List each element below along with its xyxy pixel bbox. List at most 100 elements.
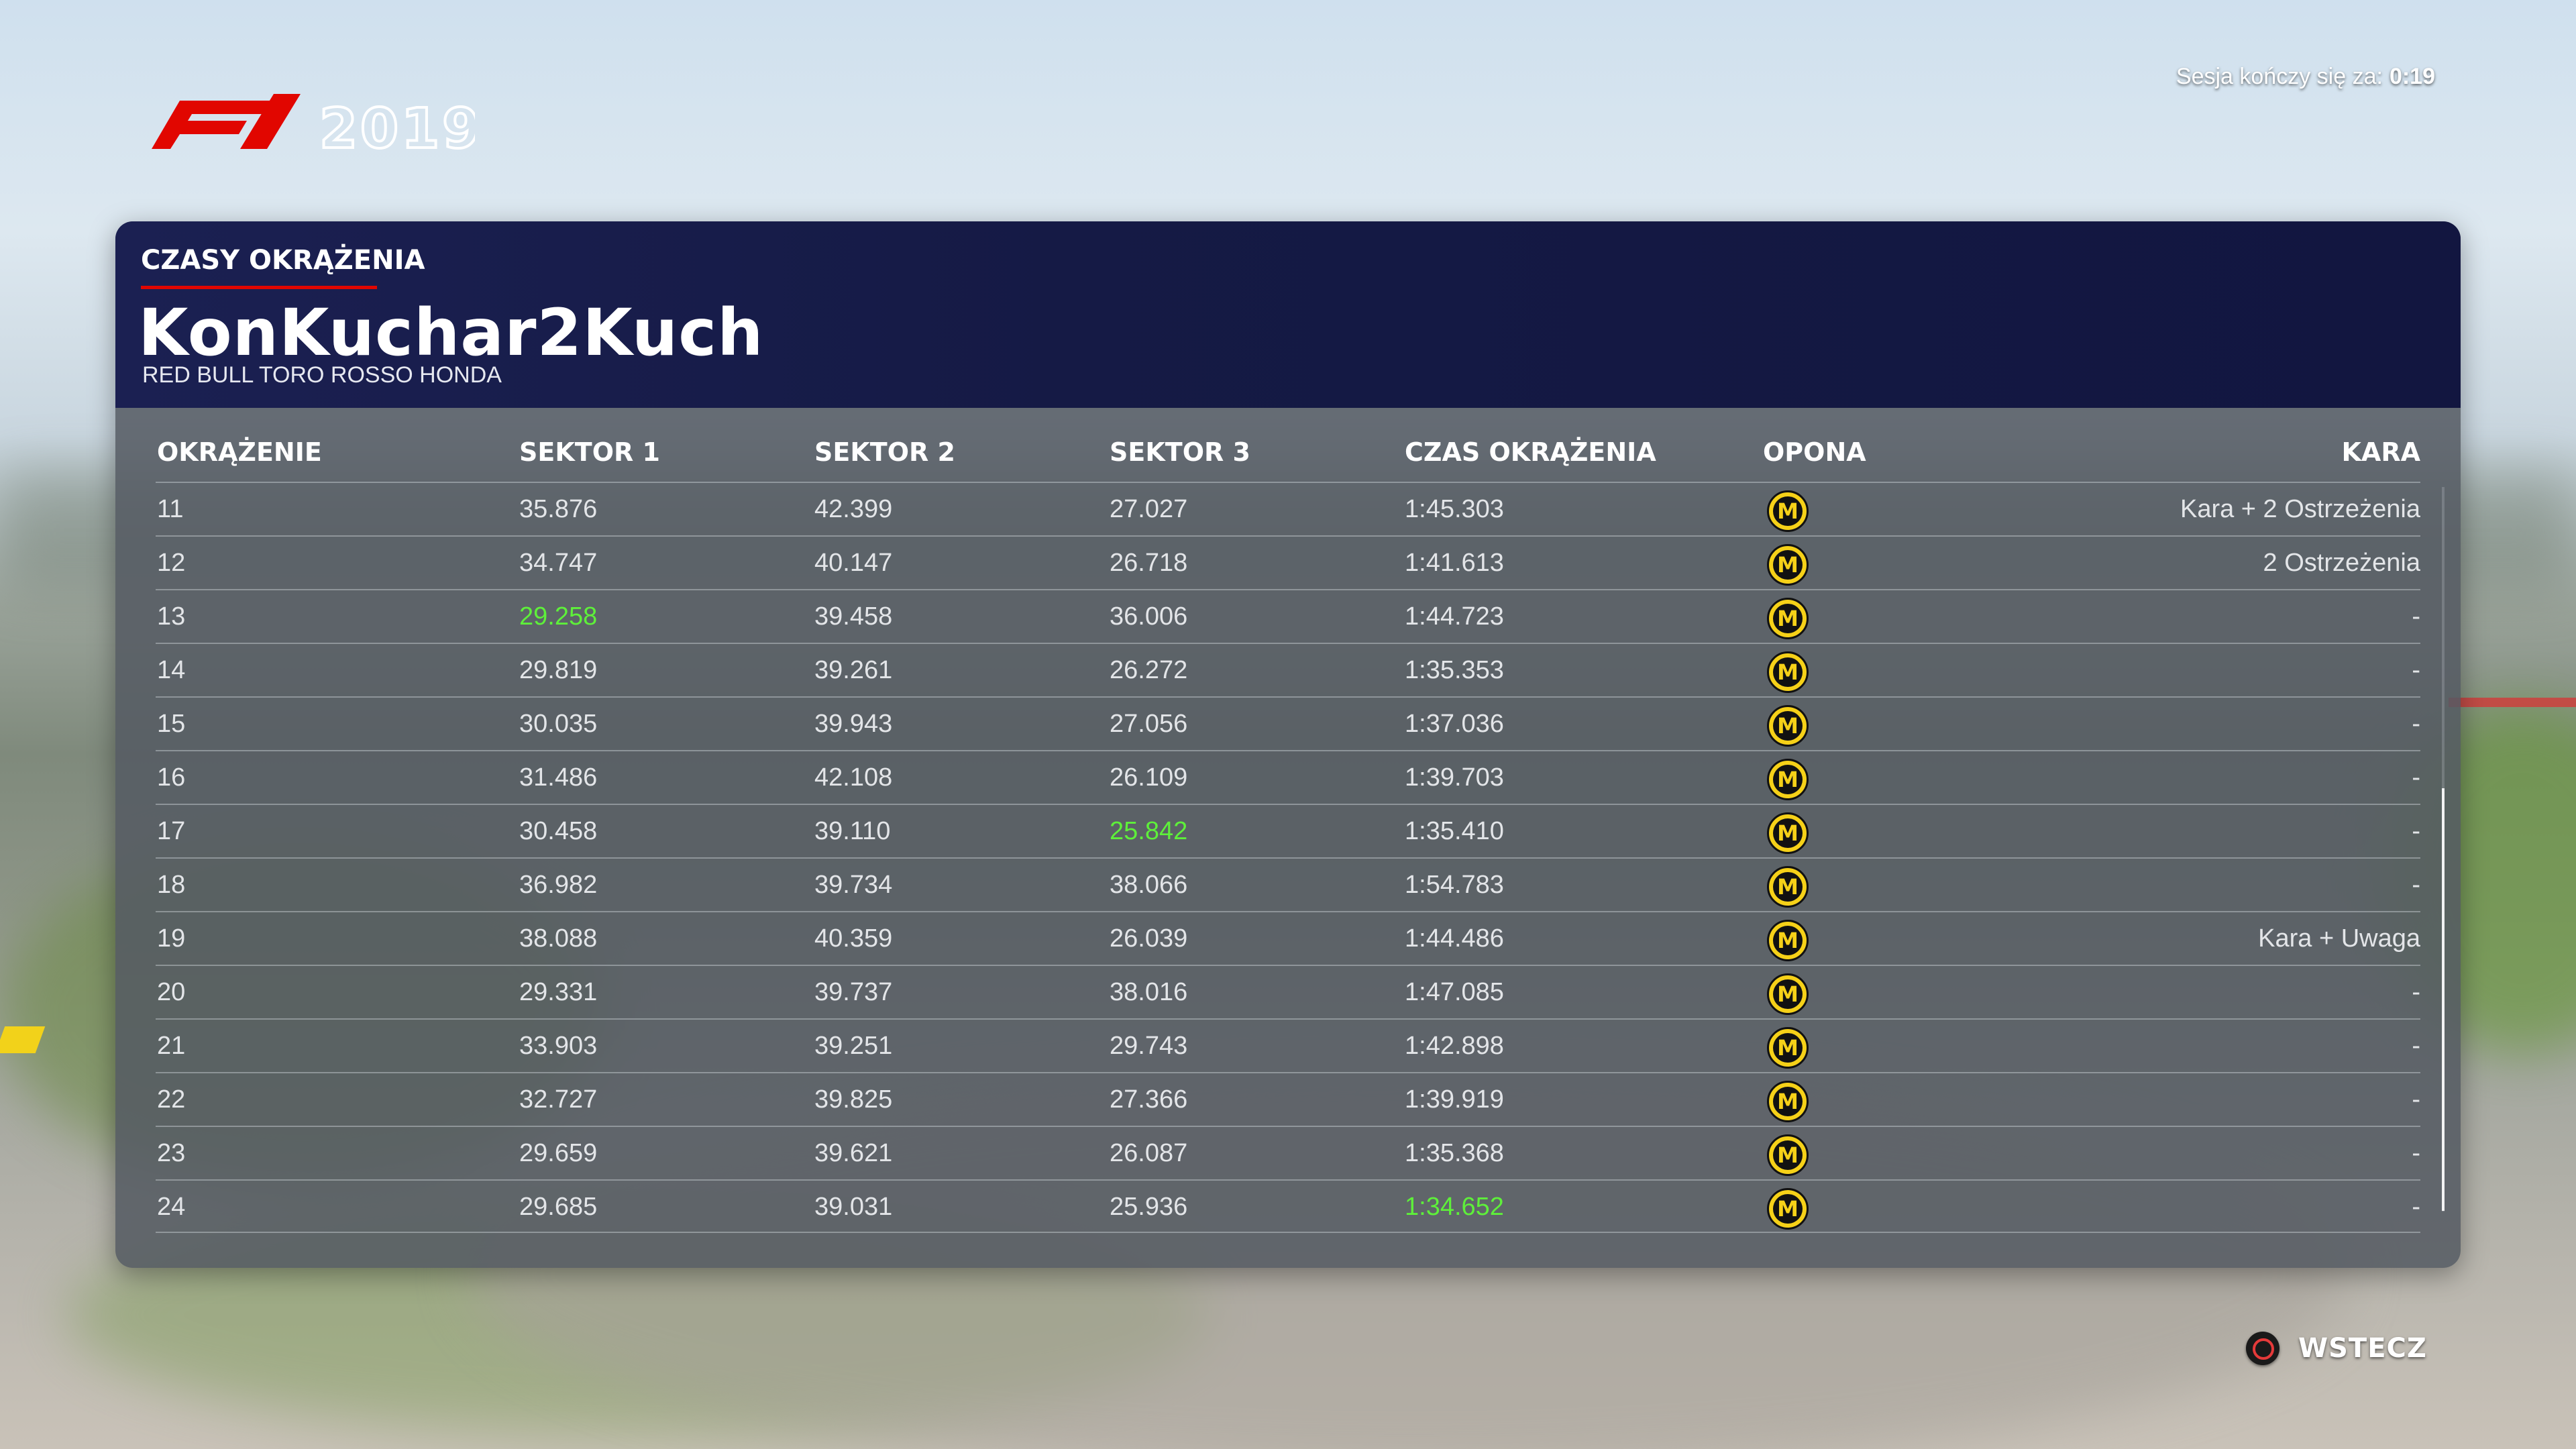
medium-tyre-icon: M — [1767, 973, 1811, 1015]
medium-tyre-icon: M — [1767, 490, 1811, 532]
sector-3-time: 26.272 — [1110, 656, 1188, 684]
table-row[interactable]: 22 32.727 39.825 27.366 1:39.919 M - — [156, 1072, 2420, 1126]
sector-1-time: 30.458 — [519, 817, 598, 845]
penalty: - — [2412, 1032, 2420, 1060]
lap-times-panel: CZASY OKRĄŻENIA KonKuchar2Kuch RED BULL … — [115, 221, 2461, 1268]
sector-3-time: 25.842 — [1110, 817, 1188, 845]
medium-tyre-icon: M — [1767, 598, 1811, 639]
table-header: OKRĄŻENIE SEKTOR 1 SEKTOR 2 SEKTOR 3 CZA… — [156, 435, 2420, 482]
tyre-compound-label: M — [1773, 979, 1803, 1009]
lap-time: 1:45.303 — [1405, 495, 1504, 523]
lap-time: 1:34.652 — [1405, 1193, 1504, 1221]
table-row[interactable]: 11 35.876 42.399 27.027 1:45.303 M Kara … — [156, 482, 2420, 535]
sector-1-time: 29.819 — [519, 656, 598, 684]
lap-time: 1:47.085 — [1405, 978, 1504, 1006]
sector-1-time: 29.331 — [519, 978, 598, 1006]
lap-number: 24 — [157, 1193, 186, 1221]
lap-time: 1:54.783 — [1405, 871, 1504, 899]
f1-logo-icon: 2019 — [152, 94, 482, 162]
penalty: - — [2412, 1139, 2420, 1167]
medium-tyre-icon: M — [1767, 651, 1811, 693]
sector-1-time: 38.088 — [519, 924, 598, 953]
column-header-lap-time: CZAS OKRĄŻENIA — [1405, 437, 1656, 467]
medium-tyre-icon: M — [1767, 812, 1811, 854]
medium-tyre-icon: M — [1767, 1188, 1811, 1230]
table-row[interactable]: 14 29.819 39.261 26.272 1:35.353 M - — [156, 643, 2420, 696]
penalty: - — [2412, 1193, 2420, 1221]
section-title-underline — [141, 286, 377, 289]
sector-2-time: 39.261 — [814, 656, 893, 684]
table-row[interactable]: 20 29.331 39.737 38.016 1:47.085 M - — [156, 965, 2420, 1018]
table-row[interactable]: 13 29.258 39.458 36.006 1:44.723 M - — [156, 589, 2420, 643]
table-row[interactable]: 15 30.035 39.943 27.056 1:37.036 M - — [156, 696, 2420, 750]
penalty: Kara + 2 Ostrzeżenia — [2180, 495, 2420, 523]
table-row[interactable]: 19 38.088 40.359 26.039 1:44.486 M Kara … — [156, 911, 2420, 965]
lap-time: 1:41.613 — [1405, 549, 1504, 577]
sector-1-time: 34.747 — [519, 549, 598, 577]
circle-button-icon — [2246, 1332, 2279, 1365]
back-button[interactable]: WSTECZ — [2246, 1332, 2427, 1365]
table-row[interactable]: 21 33.903 39.251 29.743 1:42.898 M - — [156, 1018, 2420, 1072]
lap-number: 19 — [157, 924, 186, 953]
lap-time: 1:44.486 — [1405, 924, 1504, 953]
sector-2-time: 39.031 — [814, 1193, 893, 1221]
sector-2-time: 39.943 — [814, 710, 893, 738]
penalty: - — [2412, 978, 2420, 1006]
penalty: - — [2412, 602, 2420, 631]
sector-3-time: 27.056 — [1110, 710, 1188, 738]
lap-number: 23 — [157, 1139, 186, 1167]
sector-1-time: 35.876 — [519, 495, 598, 523]
sector-2-time: 40.147 — [814, 549, 893, 577]
sector-2-time: 42.399 — [814, 495, 893, 523]
lap-time: 1:44.723 — [1405, 602, 1504, 631]
tyre-compound-label: M — [1773, 711, 1803, 741]
f1-2019-logo: 2019 — [140, 94, 482, 162]
lap-number: 18 — [157, 871, 186, 899]
column-header-penalty: KARA — [2341, 437, 2420, 467]
table-row[interactable]: 17 30.458 39.110 25.842 1:35.410 M - — [156, 804, 2420, 857]
sector-2-time: 39.251 — [814, 1032, 893, 1060]
tyre-compound-label: M — [1773, 818, 1803, 848]
sector-2-time: 39.110 — [814, 817, 891, 845]
lap-time: 1:42.898 — [1405, 1032, 1504, 1060]
team-name: RED BULL TORO ROSSO HONDA — [142, 362, 502, 388]
penalty: - — [2412, 656, 2420, 684]
sector-3-time: 27.027 — [1110, 495, 1188, 523]
medium-tyre-icon: M — [1767, 920, 1811, 961]
table-row[interactable]: 16 31.486 42.108 26.109 1:39.703 M - — [156, 750, 2420, 804]
background-curb — [2449, 698, 2576, 707]
lap-times-table: OKRĄŻENIE SEKTOR 1 SEKTOR 2 SEKTOR 3 CZA… — [156, 435, 2420, 1233]
column-header-lap: OKRĄŻENIE — [157, 437, 322, 467]
sector-2-time: 39.825 — [814, 1085, 893, 1114]
sector-2-time: 42.108 — [814, 763, 893, 792]
lap-number: 16 — [157, 763, 186, 792]
sector-3-time: 25.936 — [1110, 1193, 1188, 1221]
lap-time: 1:39.703 — [1405, 763, 1504, 792]
penalty: Kara + Uwaga — [2258, 924, 2420, 953]
lap-time: 1:35.353 — [1405, 656, 1504, 684]
sector-3-time: 27.366 — [1110, 1085, 1188, 1114]
sector-1-time: 32.727 — [519, 1085, 598, 1114]
lap-time: 1:35.368 — [1405, 1139, 1504, 1167]
medium-tyre-icon: M — [1767, 866, 1811, 908]
sector-3-time: 29.743 — [1110, 1032, 1188, 1060]
tyre-compound-label: M — [1773, 1087, 1803, 1116]
table-row[interactable]: 23 29.659 39.621 26.087 1:35.368 M - — [156, 1126, 2420, 1179]
tyre-compound-label: M — [1773, 1140, 1803, 1170]
sector-2-time: 40.359 — [814, 924, 893, 953]
medium-tyre-icon: M — [1767, 705, 1811, 747]
penalty: - — [2412, 817, 2420, 845]
lap-number: 21 — [157, 1032, 186, 1060]
lap-time: 1:37.036 — [1405, 710, 1504, 738]
lap-time: 1:39.919 — [1405, 1085, 1504, 1114]
tyre-compound-label: M — [1773, 1194, 1803, 1224]
sector-1-time: 31.486 — [519, 763, 598, 792]
sector-2-time: 39.737 — [814, 978, 893, 1006]
tyre-compound-label: M — [1773, 926, 1803, 955]
table-row[interactable]: 12 34.747 40.147 26.718 1:41.613 M 2 Ost… — [156, 535, 2420, 589]
scrollbar-thumb[interactable] — [2442, 788, 2445, 1211]
sector-3-time: 36.006 — [1110, 602, 1188, 631]
lap-number: 14 — [157, 656, 186, 684]
table-row[interactable]: 24 29.685 39.031 25.936 1:34.652 M - — [156, 1179, 2420, 1233]
table-row[interactable]: 18 36.982 39.734 38.066 1:54.783 M - — [156, 857, 2420, 911]
